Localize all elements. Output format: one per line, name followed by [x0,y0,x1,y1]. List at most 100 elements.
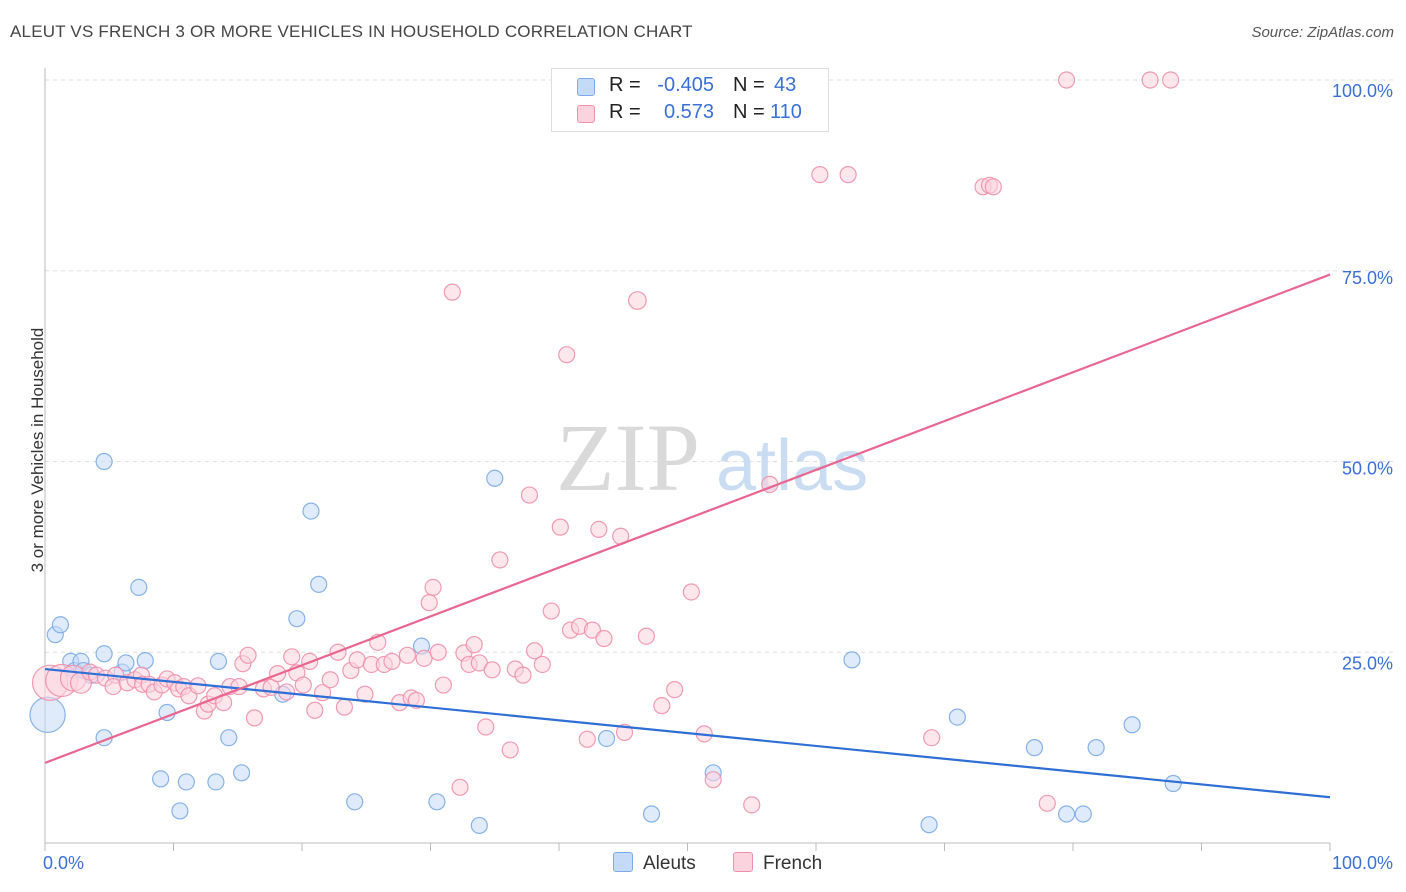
aleut-point [130,578,148,596]
legend-row-aleuts: R = -0.405 N = 43 [552,74,828,100]
aleut-point [177,773,195,791]
aleut-point [1164,774,1182,793]
aleut-point [220,729,238,747]
aleut-trend-line [44,667,1331,799]
french-point [501,741,519,759]
aleut-point [95,452,113,471]
aleut-point [1025,739,1044,757]
aleut-point [310,575,328,593]
bottom-legend-label-french: French [763,853,823,874]
french-point [558,346,576,364]
aleut-point [948,708,966,726]
aleut-point [233,764,251,782]
legend-r-value: 0.573 [663,101,714,123]
french-point [321,671,339,689]
x-tick-label: 0.0% [43,853,84,873]
french-point [283,648,301,666]
aleut-point [642,805,661,823]
french-point [443,283,461,301]
french-point [477,718,495,736]
legend-swatch-french [577,105,595,123]
aleut-point [920,816,938,834]
french-point [682,583,700,601]
french-point [491,551,509,569]
aleut-point [1074,805,1092,823]
y-tick-label: 25.0% [1342,653,1393,673]
source-label: Source: ZipAtlas.com [1251,24,1394,41]
french-point [533,655,551,674]
french-point [583,621,602,639]
aleut-point [1123,716,1141,734]
legend-r-label: R = [609,74,641,96]
aleut-point [171,802,189,820]
french-point [984,178,1002,196]
y-tick-label: 100.0% [1332,81,1393,101]
aleut-point [209,652,228,671]
legend-swatch-aleuts [577,78,595,96]
grid [45,79,1395,653]
watermark: ZIP atlas [556,404,868,511]
watermark-atlas: atlas [716,426,868,506]
chart-title: ALEUT VS FRENCH 3 OR MORE VEHICLES IN HO… [10,22,693,41]
french-point [415,649,433,667]
french-point [923,729,941,747]
french-point [704,771,722,789]
french-point [306,701,324,719]
aleut-point [302,502,320,520]
french-point [811,166,829,184]
french-point [429,643,447,661]
french-point [666,681,684,699]
french-point [1038,794,1056,812]
french-point [520,486,539,504]
french-point [615,723,634,741]
french-point [383,652,401,671]
french-point [525,642,544,660]
french-point [239,646,257,664]
aleut-point [1087,739,1105,757]
y-axis-label: 3 or more Vehicles in Household [28,327,47,573]
aleut-point [117,654,135,672]
aleut-point [843,651,861,669]
aleut-point [470,816,488,835]
french-point [743,796,761,814]
aleut-point [136,652,154,670]
french-point [245,709,264,727]
legend: R = -0.405 N = 43 R = 0.573 N = 110 [551,68,829,132]
french-point [451,778,469,796]
french-point [514,666,532,684]
x-tick-label: 100.0% [1332,853,1393,873]
aleut-point [207,773,225,791]
french-point [551,518,569,536]
french-point [627,291,647,310]
data-points [29,71,1182,835]
french-point [590,520,608,539]
french-point [424,578,442,596]
aleut-point [29,696,66,734]
french-point [637,627,655,645]
french-trend-line [44,273,1331,764]
bottom-legend-swatch-aleuts [613,852,633,872]
legend-n-label: N = [733,74,765,96]
legend-n-value: 43 [774,74,797,96]
aleut-point [597,729,616,748]
legend-n-value: 110 [770,101,802,123]
aleut-point [346,793,364,811]
french-point [653,697,671,715]
legend-n-label: N = [733,101,765,123]
legend-row-french: R = 0.573 N = 110 [552,101,828,127]
french-point [1162,71,1180,89]
tick-labels: 25.0% 50.0% 75.0% 100.0% 0.0% 100.0% [43,81,1393,873]
y-tick-label: 50.0% [1342,459,1393,479]
french-point [434,676,452,694]
bottom-legend-aleuts: Aleuts [613,852,696,875]
french-point [578,730,596,748]
bottom-legend-french: French [733,852,822,875]
french-point [294,676,312,694]
french-point [465,636,483,654]
trend-lines [44,273,1331,799]
aleut-point [288,610,306,628]
aleut-point [95,645,113,663]
aleut-point [486,469,504,487]
aleut-point [428,793,446,811]
